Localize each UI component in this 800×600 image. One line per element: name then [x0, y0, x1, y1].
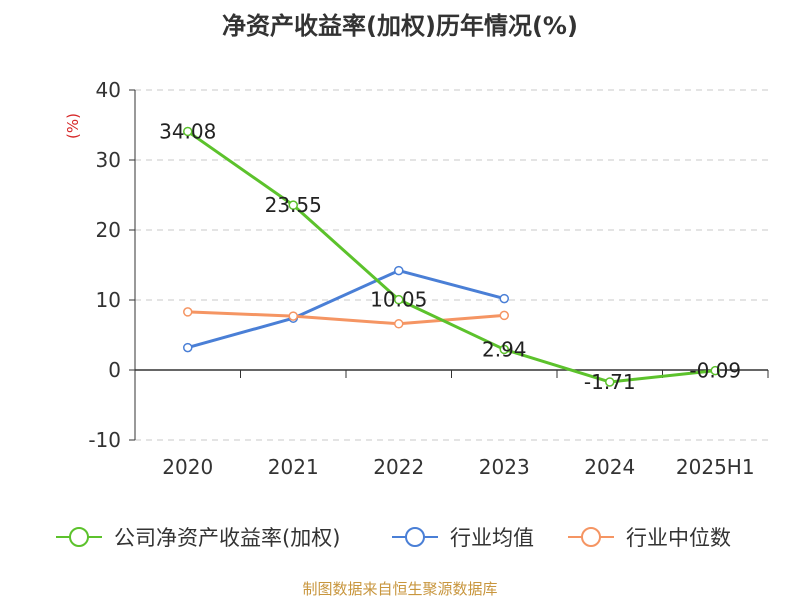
- data-point: [499, 310, 509, 321]
- x-tick-label: 2020: [162, 455, 213, 479]
- data-point: [710, 365, 720, 376]
- series-line: [186, 130, 716, 384]
- data-label: 23.55: [265, 193, 322, 217]
- data-point: [499, 293, 509, 304]
- y-tick-label: -10: [88, 428, 121, 452]
- x-tick-label: 2025H1: [676, 455, 755, 479]
- source-note: 制图数据来自恒生聚源数据库: [302, 580, 498, 598]
- data-point: [394, 294, 404, 305]
- y-tick-label: 20: [96, 218, 121, 242]
- y-tick-label: 0: [108, 358, 121, 382]
- data-point: [499, 344, 509, 355]
- data-point: [394, 319, 404, 329]
- x-tick-label: 2021: [268, 455, 319, 479]
- chart-title: 净资产收益率(加权)历年情况(%): [222, 12, 578, 40]
- series-line: [187, 269, 505, 350]
- legend-label: 行业中位数: [626, 526, 731, 550]
- x-tick-label: 2022: [373, 455, 424, 479]
- series-line: [187, 310, 505, 326]
- legend-label: 行业均值: [450, 526, 534, 550]
- y-tick-label: 40: [96, 78, 121, 102]
- legend-marker: [405, 527, 425, 547]
- legend-label: 公司净资产收益率(加权): [114, 526, 340, 550]
- data-point: [183, 307, 193, 317]
- data-point: [183, 126, 193, 137]
- x-tick-label: 2024: [584, 455, 635, 479]
- data-label: 10.05: [370, 288, 427, 312]
- data-point: [288, 200, 298, 210]
- legend-marker: [69, 527, 89, 547]
- y-tick-label: 30: [96, 148, 121, 172]
- data-label: 34.08: [159, 119, 216, 143]
- data-label: -1.71: [584, 370, 636, 394]
- data-point: [183, 342, 193, 353]
- legend-marker: [581, 527, 601, 547]
- data-point: [394, 265, 404, 276]
- data-point: [605, 377, 615, 387]
- y-axis-label: (%): [64, 113, 82, 139]
- data-label: 2.94: [482, 337, 527, 361]
- y-tick-label: 10: [96, 288, 121, 312]
- data-point: [288, 311, 298, 321]
- data-label: -0.09: [689, 359, 741, 383]
- x-tick-label: 2023: [479, 455, 530, 479]
